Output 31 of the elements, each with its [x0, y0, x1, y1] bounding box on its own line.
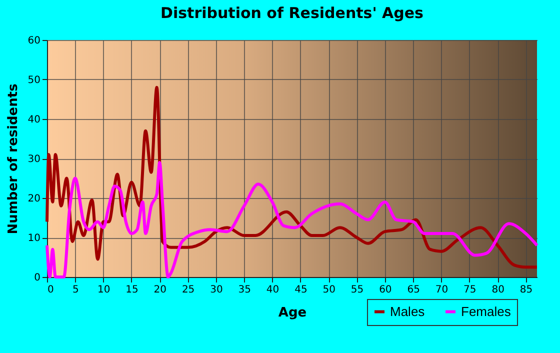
x-tick-label: 25	[182, 284, 195, 296]
x-tick-label: 85	[520, 284, 533, 296]
x-tick-label: 75	[464, 284, 476, 296]
y-tick-label: 40	[28, 114, 40, 126]
y-tick-label: 60	[28, 36, 40, 46]
x-tick-label: 20	[154, 284, 167, 296]
x-axis-title: Age	[278, 306, 307, 320]
y-axis-title: Number of residents	[6, 83, 21, 234]
line-series	[46, 86, 538, 269]
x-tick-label: 65	[407, 284, 420, 296]
y-tick-label: 10	[28, 233, 40, 244]
x-tick-label: 15	[126, 284, 138, 296]
x-tick-label: 60	[379, 284, 392, 296]
x-tick-label: 0	[48, 284, 54, 296]
x-tick-label: 80	[492, 284, 504, 296]
x-tick-label: 55	[350, 284, 364, 296]
chart-title: Distribution of Residents' Ages	[160, 4, 424, 22]
y-tick-label: 20	[28, 194, 40, 204]
x-tick-label: 5	[72, 284, 79, 296]
y-tick-label: 0	[34, 272, 40, 284]
x-tick-label: 50	[322, 284, 336, 296]
x-tick-label: 70	[435, 284, 448, 296]
legend-label: Males	[390, 304, 426, 319]
x-tick-label: 40	[266, 284, 280, 296]
y-tick-label: 30	[28, 154, 40, 165]
x-tick-label: 45	[294, 284, 308, 296]
x-tick-label: 30	[210, 284, 223, 296]
y-tick-label: 50	[28, 75, 40, 86]
legend-label: Females	[461, 304, 512, 319]
x-tick-label: 35	[238, 284, 251, 296]
x-tick-label: 10	[97, 284, 110, 296]
